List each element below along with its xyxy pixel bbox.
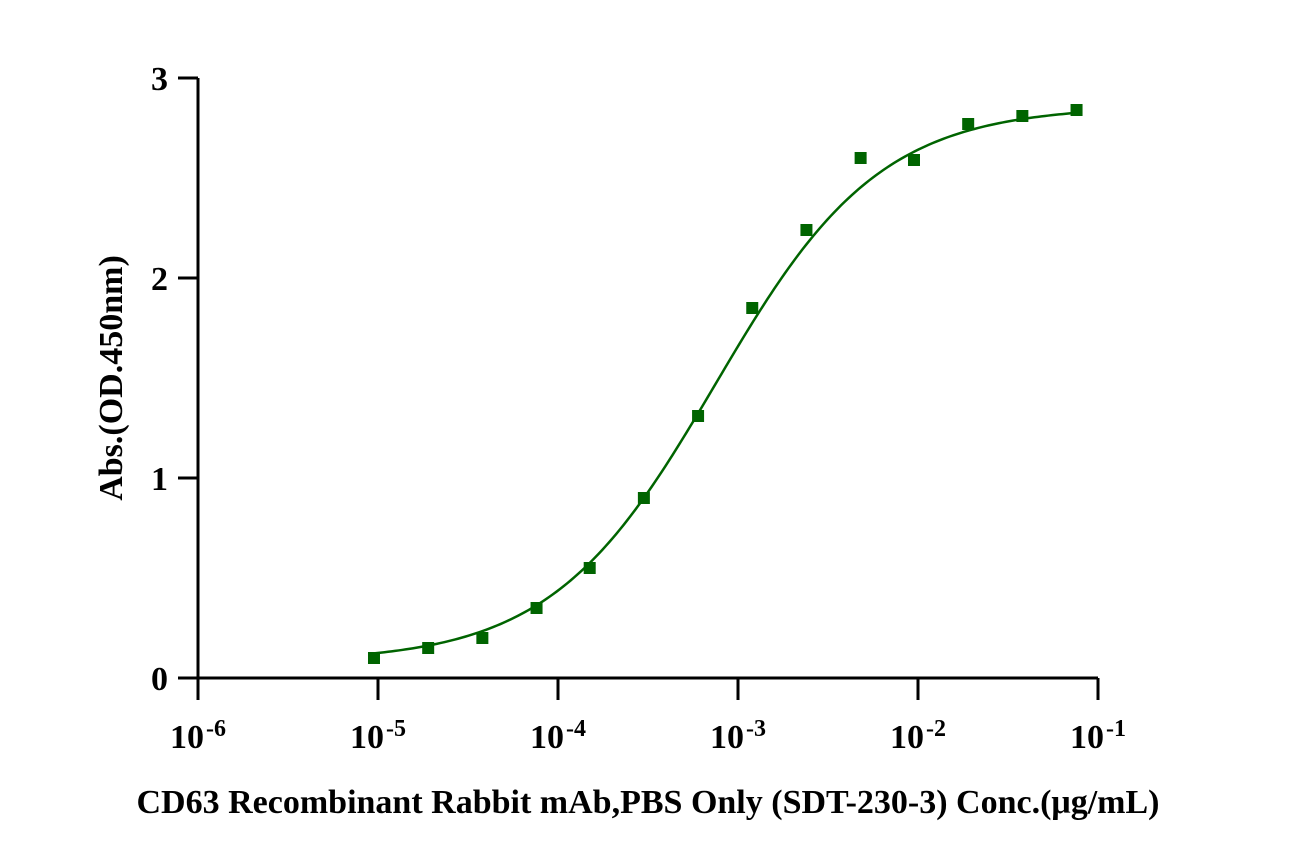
y-axis-title: Abs.(OD.450nm) xyxy=(93,255,130,501)
x-tick-label: 10-3 xyxy=(710,716,766,756)
data-points xyxy=(367,104,1083,664)
data-point xyxy=(422,642,435,654)
data-point xyxy=(583,562,596,574)
data-point xyxy=(854,152,867,164)
data-point xyxy=(962,118,975,130)
data-point xyxy=(476,632,489,644)
data-point xyxy=(746,302,759,314)
data-point xyxy=(907,154,920,166)
data-point xyxy=(1070,104,1083,116)
data-point xyxy=(637,492,650,504)
data-point xyxy=(530,602,543,614)
axes xyxy=(196,78,1098,680)
data-point xyxy=(367,652,380,664)
x-tick-label: 10-6 xyxy=(170,716,226,756)
x-axis-title: CD63 Recombinant Rabbit mAb,PBS Only (SD… xyxy=(137,784,1160,821)
x-ticks: 10-6 10-5 10-4 10-3 10-2 10-1 xyxy=(170,678,1126,756)
y-tick-label: 0 xyxy=(151,661,168,698)
x-tick-label: 10-5 xyxy=(350,716,406,756)
y-ticks: 0 1 2 3 xyxy=(151,61,198,698)
y-tick-label: 3 xyxy=(151,61,168,98)
data-point xyxy=(800,224,813,236)
fit-curve xyxy=(373,111,1077,655)
x-tick-label: 10-1 xyxy=(1070,716,1126,756)
data-point xyxy=(1016,110,1029,122)
y-tick-label: 2 xyxy=(151,261,168,298)
x-tick-label: 10-2 xyxy=(890,716,946,756)
data-point xyxy=(692,410,705,422)
x-tick-label: 10-4 xyxy=(530,716,586,756)
y-tick-label: 1 xyxy=(151,461,168,498)
